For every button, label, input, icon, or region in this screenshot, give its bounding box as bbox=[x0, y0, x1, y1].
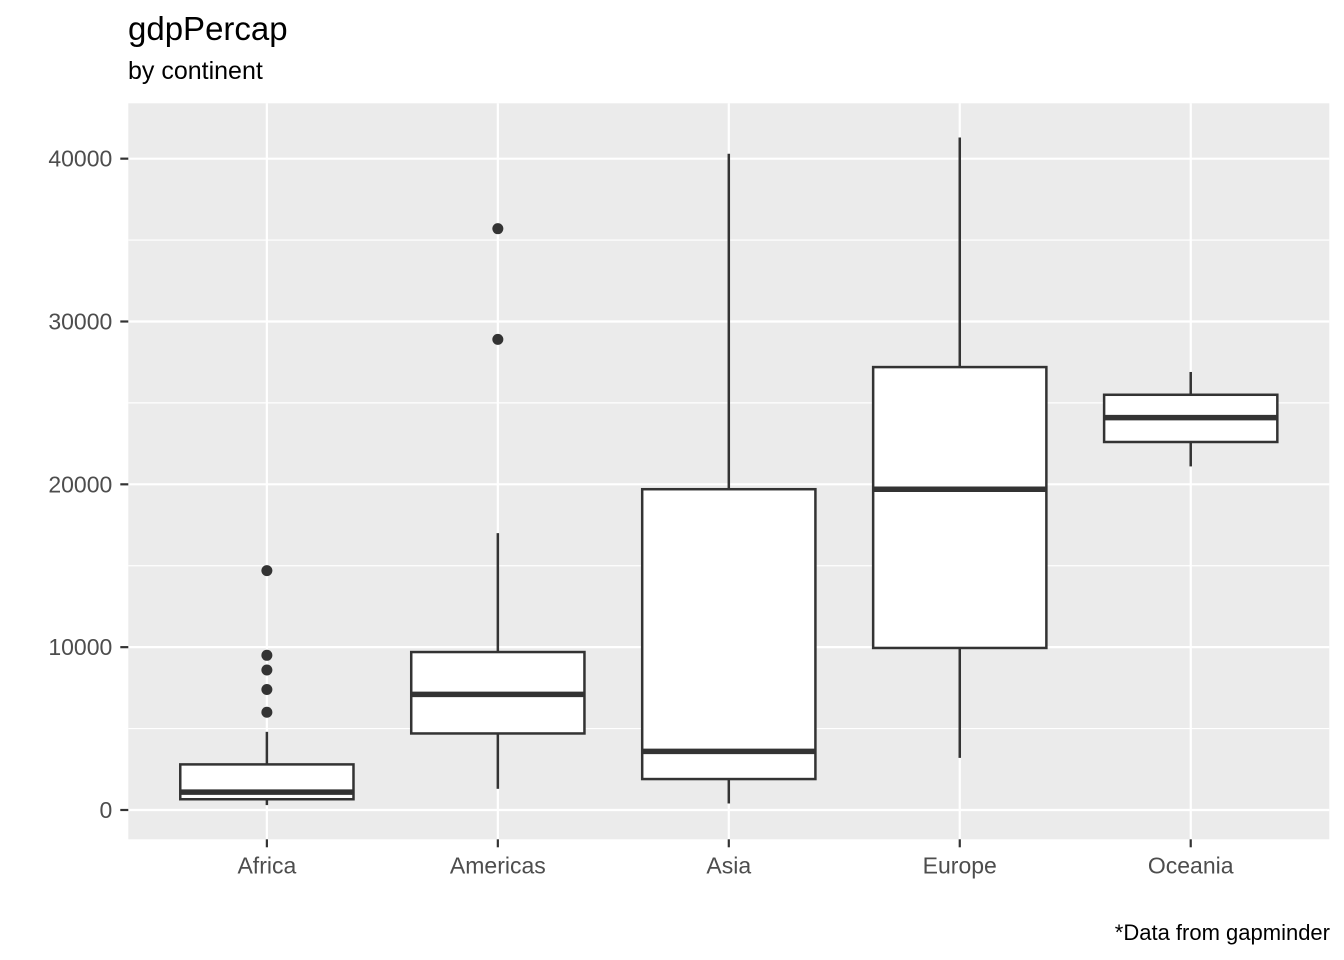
boxplot-africa-outlier bbox=[261, 683, 273, 695]
y-tick-label-20000: 20000 bbox=[48, 471, 112, 497]
x-tick-label-europe: Europe bbox=[923, 852, 997, 878]
boxplot-americas-outlier bbox=[492, 333, 504, 345]
x-tick-label-oceania: Oceania bbox=[1148, 852, 1234, 878]
chart-title: gdpPercap bbox=[128, 10, 288, 47]
y-tick-label-40000: 40000 bbox=[48, 146, 112, 172]
y-tick-label-10000: 10000 bbox=[48, 634, 112, 660]
boxplot-americas-outlier bbox=[492, 223, 504, 235]
boxplot-africa-outlier bbox=[261, 706, 273, 718]
x-tick-label-americas: Americas bbox=[450, 852, 546, 878]
y-tick-label-30000: 30000 bbox=[48, 308, 112, 334]
boxplot-africa-outlier bbox=[261, 565, 273, 577]
boxplot-europe-box bbox=[871, 365, 1048, 650]
boxplot-africa-outlier bbox=[261, 664, 273, 676]
chart-subtitle: by continent bbox=[128, 57, 263, 85]
y-tick-label-0: 0 bbox=[100, 797, 113, 823]
boxplot-asia-box bbox=[640, 487, 817, 781]
chart-caption: *Data from gapminder bbox=[1114, 920, 1330, 945]
x-tick-label-asia: Asia bbox=[706, 852, 751, 878]
x-tick-label-africa: Africa bbox=[237, 852, 296, 878]
boxplot-africa-outlier bbox=[261, 649, 273, 661]
